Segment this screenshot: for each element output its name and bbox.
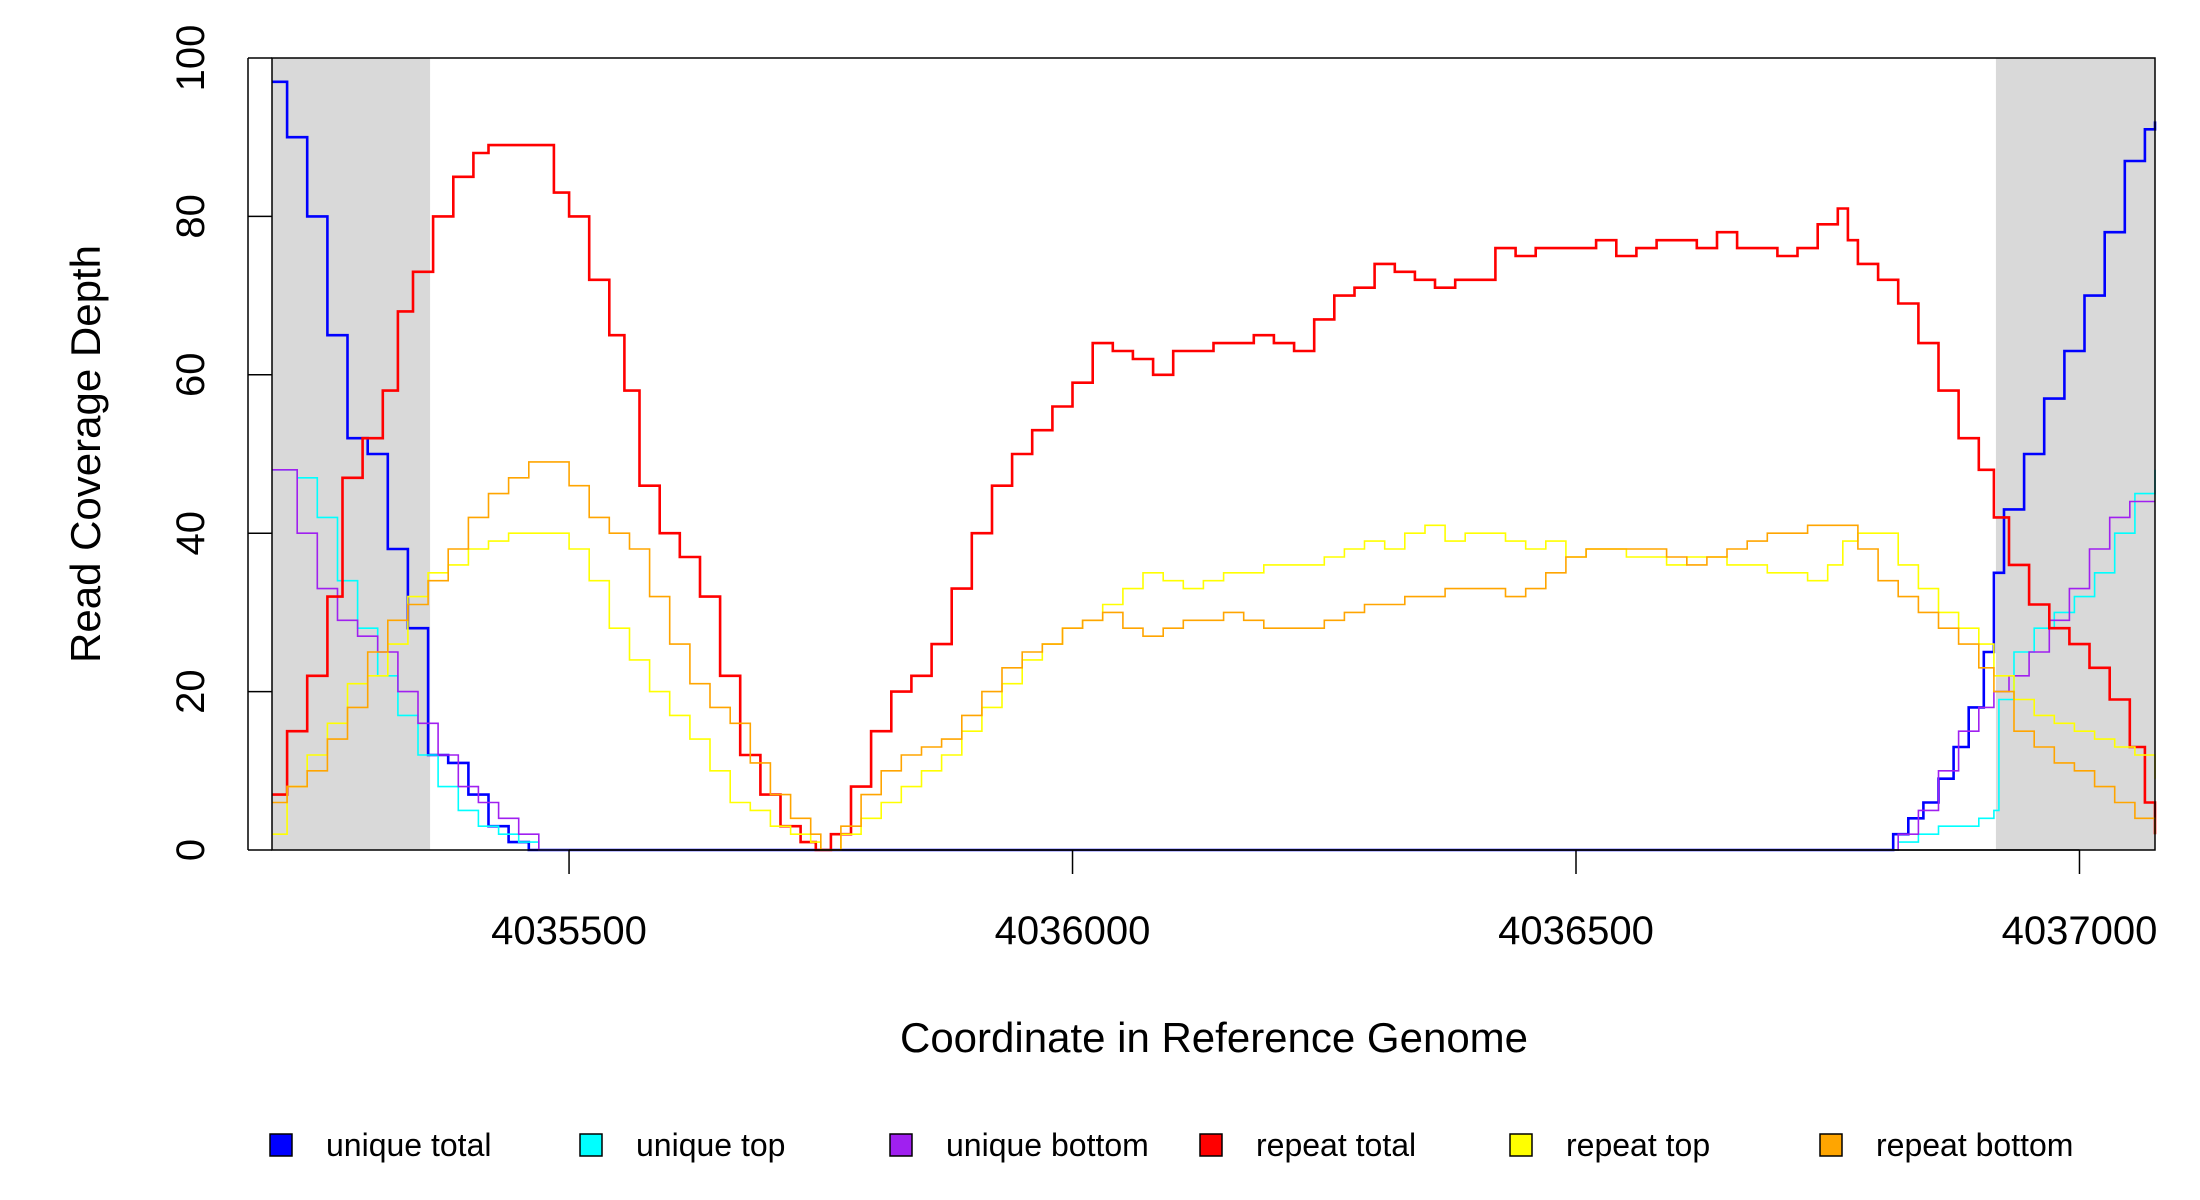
legend-label-repeat-bottom: repeat bottom [1876,1127,2073,1163]
series-line-unique-total [272,80,2157,852]
legend-swatch-repeat-bottom [1819,1133,1843,1157]
legend-swatch-unique-bottom [889,1133,913,1157]
y-axis-label: Read Coverage Depth [62,245,109,663]
x-axis: 4035500 4036000 4036500 4037000 [491,849,2158,953]
series-line-repeat-total [272,143,2157,852]
series-line-repeat-bottom [272,461,2156,851]
x-tick-label: 4037000 [2002,909,2158,953]
shaded-regions [272,58,2155,850]
y-tick-label: 40 [169,511,213,556]
y-tick-label: 0 [169,839,213,861]
series-line-unique-bottom [272,469,2155,851]
legend-label-repeat-total: repeat total [1256,1127,1416,1163]
x-tick-label: 4036000 [995,909,1151,953]
x-tick-label: 4036500 [1498,909,1654,953]
legend-label-unique-top: unique top [636,1127,785,1163]
y-tick-label: 20 [169,669,213,714]
legend-label-repeat-top: repeat top [1566,1127,1710,1163]
y-tick-label: 60 [169,353,213,398]
x-axis-label: Coordinate in Reference Genome [900,1014,1528,1061]
y-tick-label: 100 [169,25,213,92]
series-lines [272,80,2157,852]
legend-swatch-unique-top [579,1133,603,1157]
series-line-repeat-top [272,524,2156,851]
legend-swatch-repeat-top [1509,1133,1533,1157]
legend-label-unique-total: unique total [326,1127,491,1163]
y-tick-label: 80 [169,194,213,239]
shaded-region-2 [1995,58,2155,850]
legend-label-unique-bottom: unique bottom [946,1127,1149,1163]
y-axis: 0 20 40 60 80 100 [169,25,272,861]
legend-swatch-unique-total [269,1133,293,1157]
x-tick-label: 4035500 [491,909,647,953]
series-line-unique-top [272,469,2156,851]
shaded-region-1 [272,58,431,850]
legend: unique total unique top unique bottom repea… [269,1127,2073,1163]
legend-swatch-repeat-total [1199,1133,1223,1157]
